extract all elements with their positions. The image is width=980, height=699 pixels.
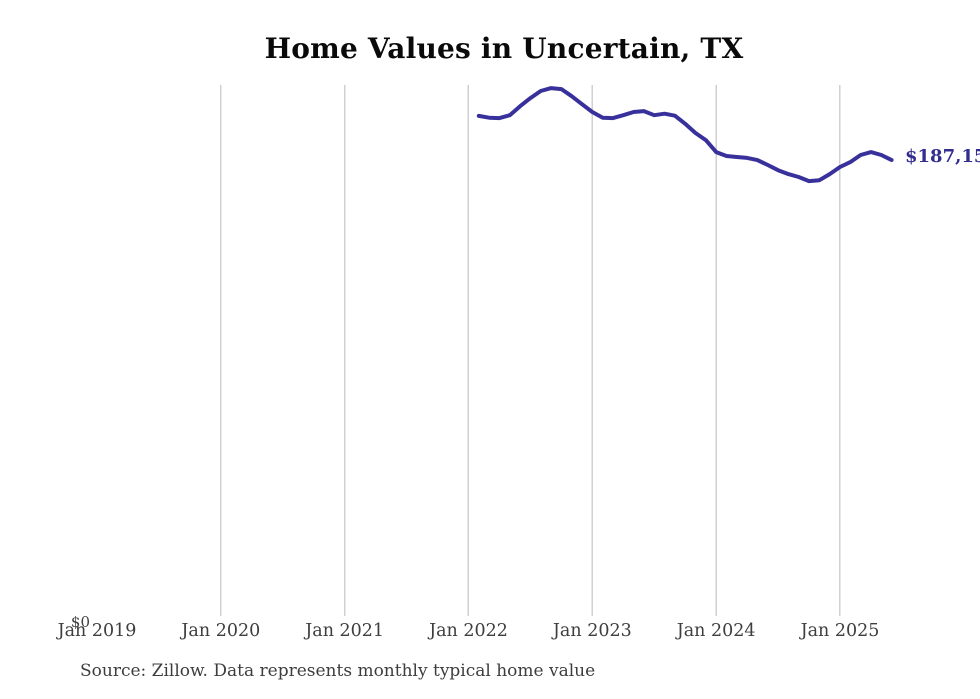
x-tick-jan-2025: Jan 2025 [799, 621, 880, 641]
source-note: Source: Zillow. Data represents monthly … [80, 661, 596, 681]
home-value-series-line [476, 86, 894, 184]
x-tick-jan-2021: Jan 2021 [303, 621, 384, 641]
x-tick-jan-2023: Jan 2023 [551, 621, 632, 641]
value-end-label: $187,157 [905, 146, 980, 167]
x-tick-jan-2024: Jan 2024 [675, 621, 756, 641]
chart-title: Home Values in Uncertain, TX [264, 32, 744, 65]
x-tick-jan-2019: Jan 2019 [56, 621, 137, 641]
x-tick-jan-2020: Jan 2020 [179, 621, 260, 641]
x-tick-jan-2022: Jan 2022 [427, 621, 508, 641]
y-axis-zero-label: $0 [71, 613, 90, 631]
